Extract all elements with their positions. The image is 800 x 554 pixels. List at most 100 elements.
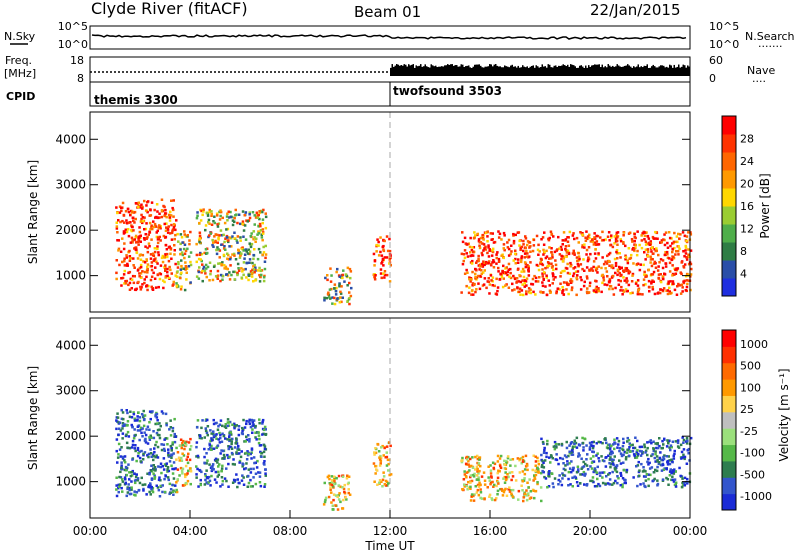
- echo-cell: [156, 445, 160, 449]
- echo-cell: [520, 270, 523, 273]
- echo-cell: [339, 500, 342, 504]
- echo-cell: [163, 222, 166, 226]
- noise-tick-left-top: 10^5: [58, 20, 88, 33]
- echo-cell: [614, 469, 617, 472]
- echo-cell: [670, 258, 673, 262]
- echo-cell: [546, 265, 549, 268]
- echo-cell: [130, 229, 134, 233]
- echo-cell: [540, 291, 543, 294]
- echo-cell: [462, 253, 466, 256]
- echo-cell: [145, 237, 148, 240]
- echo-cell: [333, 480, 336, 483]
- nave-bar: [654, 66, 656, 76]
- echo-cell: [467, 291, 471, 295]
- echo-cell: [532, 454, 535, 457]
- echo-cell: [207, 218, 211, 222]
- echo-cell: [215, 437, 218, 440]
- echo-cell: [654, 460, 657, 463]
- colorbar-tick-label: 25: [740, 403, 754, 416]
- nave-bar: [568, 66, 570, 76]
- echo-cell: [512, 274, 515, 278]
- echo-cell: [589, 252, 592, 256]
- echo-cell: [647, 285, 651, 289]
- echo-cell: [639, 263, 642, 266]
- echo-cell: [134, 481, 137, 485]
- echo-cell: [249, 467, 253, 471]
- echo-cell: [171, 429, 175, 433]
- echo-cell: [474, 277, 477, 280]
- echo-cell: [644, 475, 647, 478]
- echo-cell: [241, 270, 244, 273]
- echo-cell: [170, 257, 173, 260]
- echo-cell: [566, 460, 569, 463]
- echo-cell: [166, 231, 170, 234]
- echo-cell: [220, 263, 223, 266]
- echo-cell: [379, 454, 382, 458]
- echo-cell: [463, 485, 466, 488]
- echo-cell: [167, 276, 171, 280]
- echo-cell: [241, 429, 244, 433]
- echo-cell: [671, 282, 675, 286]
- echo-cell: [150, 264, 154, 268]
- echo-cell: [141, 253, 145, 257]
- echo-cell: [506, 246, 510, 249]
- echo-cell: [180, 456, 183, 460]
- echo-cell: [476, 461, 479, 465]
- echo-cell: [668, 261, 672, 265]
- echo-cell: [132, 437, 136, 440]
- echo-cell: [179, 252, 182, 256]
- echo-cell: [183, 230, 186, 233]
- echo-cell: [380, 262, 383, 265]
- echo-cell: [600, 274, 604, 277]
- echo-cell: [173, 253, 176, 256]
- echo-cell: [652, 471, 656, 474]
- colorbar-frame: [721, 115, 737, 297]
- echo-cell: [474, 485, 477, 488]
- echo-cell: [136, 448, 140, 452]
- nave-bar: [559, 65, 561, 76]
- echo-cell: [584, 236, 587, 239]
- nave-bar: [390, 67, 392, 76]
- nave-bar: [631, 67, 633, 76]
- echo-cell: [593, 236, 596, 239]
- echo-cell: [670, 458, 673, 461]
- echo-cell: [483, 479, 487, 482]
- echo-cell: [120, 464, 123, 467]
- echo-cell: [221, 278, 224, 281]
- colorbar-frame: [721, 329, 737, 511]
- echo-cell: [130, 423, 133, 427]
- echo-cell: [185, 271, 188, 274]
- echo-cell: [119, 455, 123, 458]
- echo-cell: [570, 286, 574, 289]
- echo-cell: [683, 481, 686, 485]
- echo-cell: [681, 481, 684, 485]
- echo-cell: [124, 282, 128, 285]
- echo-cell: [201, 213, 204, 217]
- nave-bar: [406, 66, 408, 76]
- echo-cell: [324, 498, 327, 502]
- echo-cell: [206, 425, 210, 428]
- echo-cell: [533, 477, 537, 481]
- echo-cell: [491, 284, 494, 287]
- nave-bar: [510, 65, 512, 76]
- echo-cell: [198, 234, 202, 238]
- echo-cell: [117, 453, 120, 456]
- echo-cell: [633, 235, 636, 239]
- echo-cell: [216, 225, 220, 228]
- echo-cell: [656, 482, 660, 486]
- echo-cell: [342, 487, 346, 491]
- echo-cell: [348, 493, 352, 496]
- echo-cell: [667, 483, 670, 486]
- nave-bar: [391, 64, 393, 76]
- beam-title: Beam 01: [354, 3, 421, 21]
- echo-cell: [562, 281, 566, 284]
- echo-cell: [152, 254, 156, 257]
- echo-cell: [587, 256, 590, 259]
- echo-cell: [151, 227, 154, 231]
- echo-cell: [638, 449, 642, 453]
- echo-cell: [650, 264, 654, 268]
- echo-cell: [578, 257, 581, 261]
- echo-cell: [668, 236, 672, 240]
- echo-cell: [258, 437, 261, 441]
- echo-cell: [128, 255, 132, 258]
